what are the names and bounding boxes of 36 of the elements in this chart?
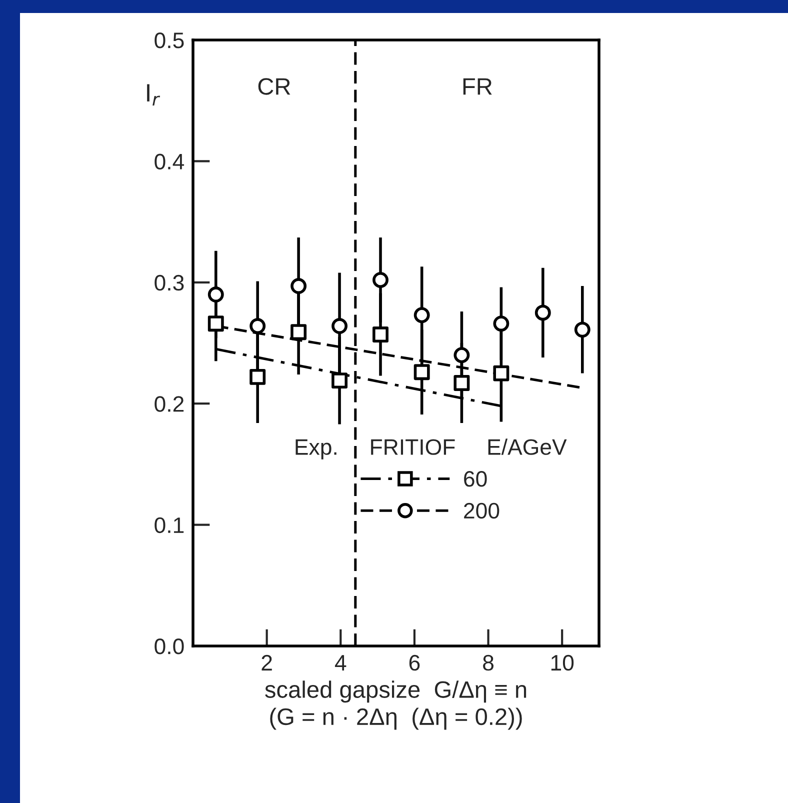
point (250, 368, 266, 385)
x-axis-title: scaled gapsize G/Δη ≡ n (G = n · 2Δη (Δη = 0.2)) (265, 680, 526, 730)
y-axis-title: I$_{r}$ (147, 84, 160, 106)
y-tick-label: 0.3 (154, 274, 184, 291)
point (493, 365, 510, 382)
point (574, 322, 590, 338)
point (454, 347, 470, 364)
legend-label: 200 (464, 502, 500, 519)
point (250, 318, 266, 334)
y-tick-label: 0.0 (154, 638, 184, 654)
point (414, 307, 430, 324)
point (372, 326, 388, 342)
x-tick-label: 6 (409, 654, 420, 671)
y-tick-label: 0.2 (154, 396, 184, 412)
y-tick-label: 0.1 (154, 517, 184, 534)
point (332, 318, 348, 334)
y-tick-label: 0.5 (154, 32, 184, 48)
point (454, 375, 470, 391)
x-tick-label: 2 (262, 654, 272, 670)
point (414, 364, 430, 380)
annotation: CR (258, 78, 290, 95)
x-tick-label: 10 (551, 654, 574, 671)
legend-label: 60 (464, 471, 487, 487)
x-tick-label: 8 (483, 654, 494, 671)
legend-title: Exp. FRITIOF E/AGeV (296, 438, 567, 460)
point (208, 316, 224, 332)
y-tick-label: 0.4 (154, 154, 184, 170)
point (534, 304, 551, 321)
point (493, 316, 510, 332)
annotation: FR (463, 78, 492, 95)
point (290, 324, 307, 340)
x-tick-label: 4 (334, 655, 346, 670)
point (208, 286, 224, 302)
point (290, 278, 307, 294)
point (332, 372, 348, 389)
point (372, 272, 388, 288)
